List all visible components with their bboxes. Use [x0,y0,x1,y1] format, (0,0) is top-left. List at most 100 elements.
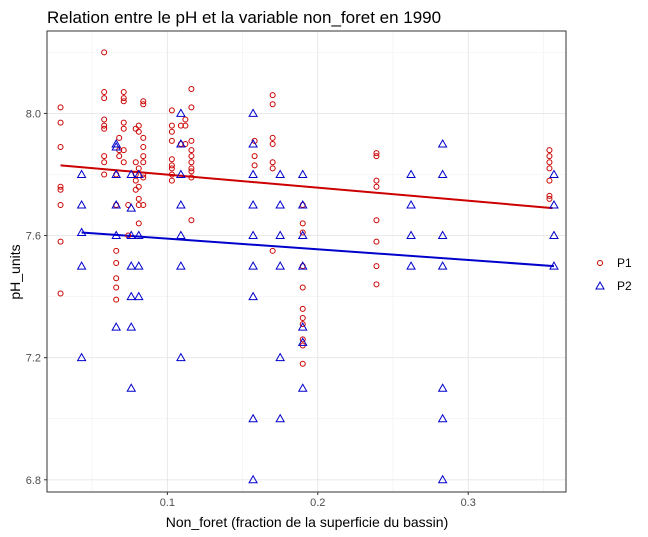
data-point-p1 [373,281,380,288]
legend-item-p1: P1 [597,256,632,270]
data-point-p1 [251,162,258,169]
data-point-p2 [248,413,258,423]
data-point-p2 [275,413,286,423]
data-point-p1 [299,220,306,227]
data-point-p1 [269,165,276,172]
data-point-p1 [168,177,175,184]
data-point-p2 [406,230,416,240]
data-point-p2 [76,352,87,362]
data-point-p1 [101,89,108,96]
data-point-p1 [135,220,142,227]
data-point-p1 [140,159,147,166]
data-point-p1 [140,98,147,105]
data-point-p1 [120,125,127,132]
data-point-p1 [113,260,120,267]
data-point-p1 [373,150,380,157]
data-point-p2 [176,138,186,148]
data-point-p1 [299,305,306,312]
data-point-p1 [188,159,195,166]
data-point-p1 [57,238,64,245]
data-point-p1 [116,134,123,141]
data-point-p1 [101,122,108,129]
data-point-p2 [248,169,258,178]
data-point-p1 [113,284,120,291]
data-point-p1 [101,159,108,166]
data-point-p1 [546,165,553,172]
data-point-p1 [101,153,108,160]
data-point-p2 [126,383,137,392]
data-point-p1 [299,229,306,236]
data-point-p1 [299,336,306,343]
data-point-p2 [297,169,308,178]
data-point-p2 [437,413,448,423]
data-point-p1 [269,101,276,108]
data-point-p1 [120,95,127,102]
data-point-p2 [549,169,559,178]
legend: P1 P2 [595,256,632,293]
data-point-p1 [188,165,195,172]
data-point-p2 [76,200,87,209]
data-point-p1 [269,140,276,147]
legend-key-p2 [595,280,605,290]
legend-item-p2: P2 [595,279,632,293]
data-point-p2 [133,291,144,301]
x-tick-label: 0.2 [310,497,325,509]
y-axis-title: pH_units [7,244,23,299]
data-point-p1 [299,321,306,328]
data-point-p2 [126,230,137,240]
data-point-p2 [176,200,186,209]
data-point-p1 [140,101,147,108]
data-point-p2 [275,261,286,270]
data-point-p2 [126,322,137,331]
chart-title: Relation entre le pH et la variable non_… [47,8,441,27]
data-point-p1 [132,177,139,184]
data-point-p1 [101,49,108,56]
data-point-p1 [120,119,127,126]
data-point-p2 [248,474,258,484]
data-point-p2 [297,337,308,346]
data-point-p1 [269,159,276,166]
data-point-p2 [133,261,144,270]
data-point-p1 [135,122,142,129]
legend-label-p1: P1 [617,256,632,270]
data-point-p2 [549,200,559,209]
data-point-p2 [248,230,258,240]
data-point-p1 [57,183,64,190]
data-point-p2 [275,352,286,362]
data-point-p2 [248,138,258,148]
data-point-p2 [111,142,122,151]
data-point-p1 [373,217,380,224]
y-tick-label: 6.8 [26,475,41,487]
data-point-p2 [176,261,186,270]
data-point-p2 [111,138,122,148]
data-point-p1 [269,92,276,99]
data-point-p1 [101,125,108,132]
data-point-p1 [373,153,380,160]
data-point-p1 [188,217,195,224]
data-point-p1 [101,171,108,178]
data-point-p1 [269,247,276,254]
data-point-p1 [373,263,380,270]
data-point-p1 [116,153,123,160]
data-point-p1 [113,247,120,254]
data-point-p2 [133,169,144,178]
data-point-p1 [113,275,120,282]
data-point-p2 [437,230,448,240]
legend-key-p1 [597,260,603,266]
data-point-p2 [248,200,258,209]
data-point-p1 [188,174,195,181]
data-point-p2 [297,230,308,240]
data-point-p1 [132,159,139,166]
data-point-p1 [546,195,553,202]
data-point-p1 [188,104,195,111]
data-point-p1 [168,137,175,144]
data-point-p1 [546,153,553,160]
data-point-p1 [57,119,64,126]
data-point-p2 [406,200,416,209]
data-point-p2 [297,322,308,331]
data-point-p2 [126,291,137,301]
data-point-p1 [140,153,147,160]
data-point-p2 [111,322,122,331]
data-point-p1 [120,159,127,166]
data-point-p1 [269,134,276,141]
